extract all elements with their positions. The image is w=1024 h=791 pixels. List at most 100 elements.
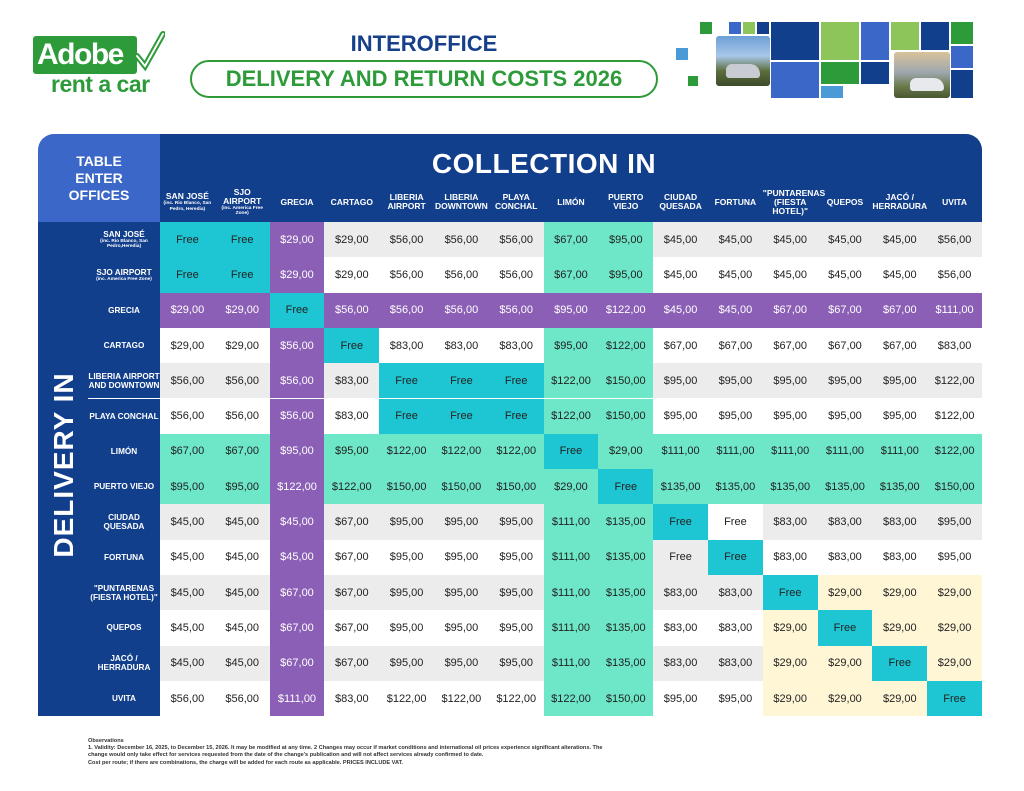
row-header: LIBERIA AIRPORT AND DOWNTOWN	[88, 363, 160, 399]
table-cell: $56,00	[379, 292, 434, 328]
table-cell: $95,00	[488, 504, 544, 540]
table-cell: $122,00	[543, 398, 599, 434]
row-header: PLAYA CONCHAL	[88, 398, 160, 434]
table-cell: $83,00	[872, 504, 928, 540]
car-photo-volcano	[894, 52, 950, 98]
table-cell: Free	[379, 398, 434, 434]
table-cell: $95,00	[543, 327, 599, 364]
logo-name: Adobe	[37, 38, 124, 71]
table-cell: $111,00	[269, 680, 325, 717]
table-cell: $56,00	[160, 398, 215, 434]
table-cell: $150,00	[927, 469, 982, 505]
table-cell: $67,00	[324, 610, 380, 646]
table-cell: Free	[214, 222, 270, 258]
table-cell: $45,00	[214, 504, 270, 540]
table-cell: Free	[488, 363, 544, 399]
table-cell: $95,00	[434, 504, 489, 540]
table-cell: $150,00	[379, 469, 434, 505]
table-cell: $56,00	[379, 222, 434, 258]
table-cell: $56,00	[434, 292, 489, 328]
table-cell: $122,00	[598, 327, 654, 364]
table-cell: $135,00	[762, 469, 818, 505]
table-cell: $95,00	[214, 469, 270, 505]
table-cell: $45,00	[653, 292, 708, 328]
table-cell: $45,00	[708, 257, 763, 293]
table-cell: $95,00	[434, 575, 489, 611]
row-header: CARTAGO	[88, 327, 160, 364]
table-cell: $95,00	[488, 539, 544, 575]
table-cell: $67,00	[324, 575, 380, 611]
table-cell: $45,00	[817, 222, 873, 258]
table-cell: Free	[488, 398, 544, 434]
table-cell: $56,00	[927, 222, 982, 258]
table-cell: $135,00	[598, 539, 654, 575]
table-cell: $95,00	[872, 398, 928, 434]
table-cell: $95,00	[379, 504, 434, 540]
table-cell: Free	[379, 363, 434, 399]
row-header: PUERTO VIEJO	[88, 469, 160, 505]
table-cell: $95,00	[708, 398, 763, 434]
table-cell: Free	[817, 610, 873, 646]
table-cell: Free	[434, 398, 489, 434]
table-cell: Free	[543, 433, 599, 470]
table-cell: Free	[214, 257, 270, 293]
column-header: JACÓ / HERRADURA	[872, 192, 928, 211]
table-cell: $29,00	[872, 575, 928, 611]
table-cell: $122,00	[488, 680, 544, 717]
table-cell: $45,00	[214, 610, 270, 646]
table-cell: $56,00	[160, 363, 215, 399]
table-cell: $135,00	[708, 469, 763, 505]
table-cell: $122,00	[269, 469, 325, 505]
table-cell: $83,00	[434, 327, 489, 364]
table-cell: $95,00	[324, 433, 380, 470]
table-cell: $111,00	[653, 433, 708, 470]
row-header: SJO AIRPORT (inc. America Free Zone)	[88, 257, 160, 293]
column-header: CIUDAD QUESADA	[659, 192, 702, 211]
table-cell: $122,00	[434, 433, 489, 470]
table-cell: $56,00	[434, 257, 489, 293]
table-cell: $111,00	[927, 292, 982, 328]
table-cell: Free	[708, 539, 763, 575]
table-cell: $45,00	[708, 292, 763, 328]
table-cell: $67,00	[160, 433, 215, 470]
collection-title: COLLECTION IN	[431, 148, 657, 179]
collection-header-band	[160, 134, 982, 222]
table-cell: $122,00	[927, 363, 982, 399]
delivery-side-band	[38, 222, 88, 716]
logo-subtitle: rent a car	[51, 71, 150, 97]
table-cell: $29,00	[817, 575, 873, 611]
table-cell: $29,00	[324, 257, 380, 293]
table-cell: $56,00	[379, 257, 434, 293]
table-cell: Free	[872, 645, 928, 681]
table-cell: $56,00	[488, 222, 544, 258]
table-cell: Free	[160, 257, 215, 293]
row-header: SAN JOSÉ (inc. Rio Blanco, San Pedro,Here…	[88, 222, 160, 258]
table-cell: $111,00	[543, 504, 599, 540]
table-cell: $56,00	[160, 680, 215, 717]
table-cell: $67,00	[269, 645, 325, 681]
table-cell: Free	[598, 469, 654, 505]
table-cell: Free	[160, 222, 215, 258]
table-cell: $150,00	[434, 469, 489, 505]
table-cell: Free	[324, 327, 380, 364]
table-cell: $83,00	[324, 398, 380, 434]
table-cell: $83,00	[653, 575, 708, 611]
table-cell: $150,00	[598, 680, 654, 717]
checkmark-icon	[134, 31, 165, 72]
table-cell: $95,00	[817, 398, 873, 434]
row-header: LIMÓN	[88, 433, 160, 470]
table-cell: $135,00	[598, 610, 654, 646]
table-cell: Free	[653, 539, 708, 575]
table-cell: $95,00	[927, 504, 982, 540]
table-cell: $56,00	[434, 222, 489, 258]
table-cell: $95,00	[488, 610, 544, 646]
table-cell: $83,00	[324, 363, 380, 399]
table-cell: $83,00	[708, 645, 763, 681]
table-cell: $67,00	[324, 645, 380, 681]
table-cell: $29,00	[598, 433, 654, 470]
row-header: "PUNTARENAS (FIESTA HOTEL)"	[88, 575, 160, 611]
page-title: INTEROFFICE	[350, 31, 498, 56]
column-header: LIBERIA AIRPORT	[387, 192, 426, 211]
table-cell: $95,00	[817, 363, 873, 399]
table-cell: Free	[434, 363, 489, 399]
